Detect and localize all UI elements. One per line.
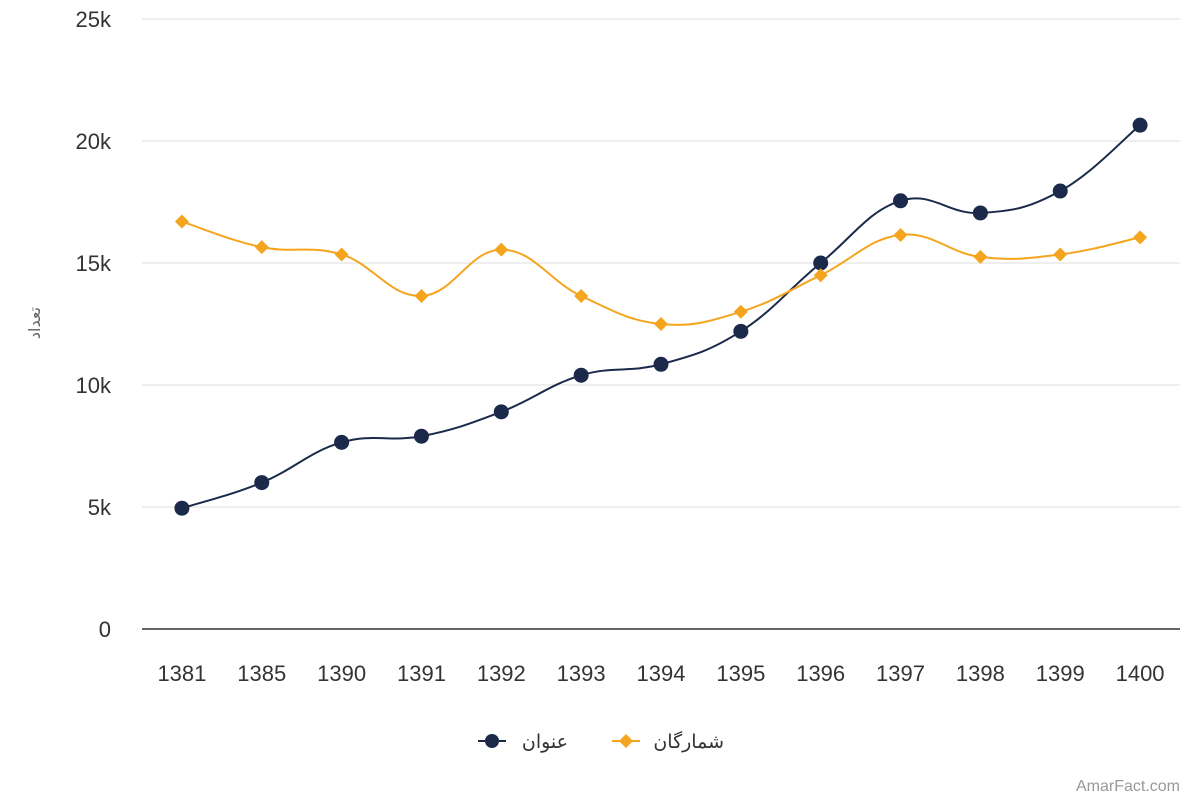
series-2 — [174, 214, 1148, 331]
legend-label-series-1: عنوان — [522, 731, 568, 753]
data-point[interactable] — [1133, 230, 1148, 245]
data-point[interactable] — [654, 317, 668, 331]
x-tick-label: 1398 — [956, 661, 1005, 686]
y-tick-label: 0 — [99, 617, 111, 642]
x-tick-label: 1391 — [397, 661, 446, 686]
x-tick-label: 1381 — [157, 661, 206, 686]
data-point[interactable] — [174, 500, 190, 516]
data-point[interactable] — [1052, 183, 1068, 199]
series-line — [181, 124, 1141, 510]
gridlines — [142, 18, 1180, 508]
legend-marker-diamond-icon — [619, 734, 633, 748]
credit-text[interactable]: AmarFact.com — [1076, 778, 1180, 795]
data-point[interactable] — [813, 255, 829, 271]
legend-label-series-2: شمارگان — [653, 730, 724, 753]
y-tick-label: 20k — [76, 129, 112, 154]
x-tick-label: 1397 — [876, 661, 925, 686]
x-tick-label: 1394 — [637, 661, 686, 686]
series-line — [181, 220, 1141, 326]
legend-item-series-2[interactable]: شمارگان — [612, 730, 724, 753]
data-point[interactable] — [893, 193, 909, 209]
y-tick-label: 25k — [76, 7, 112, 32]
data-point[interactable] — [493, 404, 509, 420]
legend: عنوان شمارگان — [478, 730, 724, 753]
data-point[interactable] — [972, 205, 988, 221]
data-point[interactable] — [574, 288, 589, 303]
x-tick-label: 1390 — [317, 661, 366, 686]
data-point[interactable] — [174, 214, 189, 229]
data-point[interactable] — [413, 428, 429, 444]
x-tick-label: 1395 — [716, 661, 765, 686]
x-tick-label: 1399 — [1036, 661, 1085, 686]
data-point[interactable] — [254, 240, 269, 255]
x-tick-label: 1393 — [557, 661, 606, 686]
legend-marker-circle-icon — [485, 734, 499, 748]
y-tick-label: 15k — [76, 251, 112, 276]
y-tick-label: 5k — [88, 495, 112, 520]
x-tick-label: 1385 — [237, 661, 286, 686]
data-point[interactable] — [254, 475, 270, 491]
y-axis: 0 5k 10k 15k 20k 25k — [76, 7, 112, 642]
data-point[interactable] — [893, 227, 908, 242]
data-point[interactable] — [973, 249, 988, 264]
legend-item-series-1[interactable]: عنوان — [478, 731, 568, 753]
data-point[interactable] — [1053, 247, 1068, 262]
data-point[interactable] — [334, 247, 349, 262]
x-tick-label: 1392 — [477, 661, 526, 686]
data-point[interactable] — [733, 323, 749, 339]
y-tick-label: 10k — [76, 373, 112, 398]
data-point[interactable] — [733, 304, 748, 319]
x-axis: 1381 1385 1390 1391 1392 1393 1394 1395 1396 1397… — [157, 661, 1164, 686]
series-1 — [174, 117, 1148, 516]
data-point[interactable] — [414, 288, 429, 303]
data-point[interactable] — [494, 242, 509, 257]
data-point[interactable] — [813, 268, 828, 283]
data-point[interactable] — [1132, 117, 1148, 133]
x-tick-label: 1396 — [796, 661, 845, 686]
data-point[interactable] — [334, 434, 350, 450]
series-group — [174, 117, 1148, 516]
x-tick-label: 1400 — [1116, 661, 1165, 686]
data-point[interactable] — [653, 356, 669, 372]
data-point[interactable] — [573, 367, 589, 383]
y-axis-title: تعداد — [25, 307, 44, 339]
